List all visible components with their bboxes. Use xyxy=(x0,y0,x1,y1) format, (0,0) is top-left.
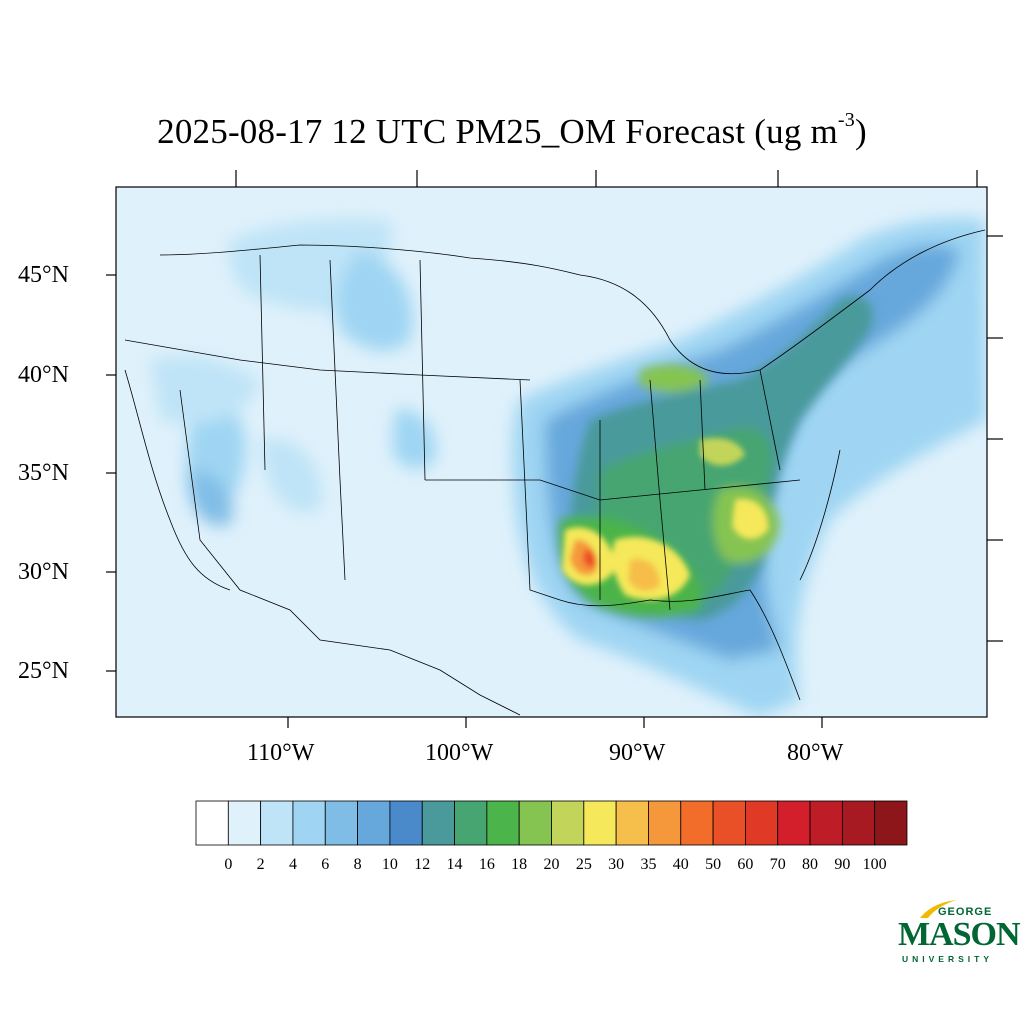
colorbar-label: 30 xyxy=(608,856,625,873)
lat-label-40: 40°N xyxy=(18,362,69,388)
colorbar-label: 60 xyxy=(737,856,754,873)
colorbar-label: 6 xyxy=(321,856,330,873)
low-concentration-areas xyxy=(150,218,436,526)
colorbar-label: 16 xyxy=(478,856,495,873)
colorbar-label: 0 xyxy=(224,856,233,873)
logo-mason: MASON xyxy=(898,916,1021,953)
colorbar-label: 90 xyxy=(834,856,851,873)
lat-label-35: 35°N xyxy=(18,460,69,486)
colorbar-label: 12 xyxy=(414,856,431,873)
logo-university: UNIVERSITY xyxy=(902,954,994,964)
title-main: 2025-08-17 12 UTC PM25_OM Forecast (ug m xyxy=(157,112,838,151)
concentration-field xyxy=(150,218,987,717)
colorbar-label: 100 xyxy=(862,856,887,873)
lon-label-90: 90°W xyxy=(609,740,666,766)
high-concentration-areas xyxy=(562,438,769,600)
axis-ticks xyxy=(106,170,1003,728)
colorbar-label: 80 xyxy=(802,856,819,873)
colorbar-label: 40 xyxy=(672,856,689,873)
colorbar-label: 2 xyxy=(256,856,265,873)
lat-label-30: 30°N xyxy=(18,559,69,585)
colorbar-label: 4 xyxy=(288,856,297,873)
lon-label-80: 80°W xyxy=(787,740,844,766)
colorbar-label: 25 xyxy=(575,856,592,873)
colorbar-label: 18 xyxy=(511,856,528,873)
george-mason-logo: GEORGE MASON UNIVERSITY xyxy=(898,898,1021,968)
map-title: 2025-08-17 12 UTC PM25_OM Forecast (ug m… xyxy=(0,109,1024,152)
colorbar-label: 35 xyxy=(640,856,657,873)
title-close: ) xyxy=(854,112,867,151)
logo-george: GEORGE xyxy=(938,906,993,918)
boundary-lines xyxy=(124,229,986,716)
map-border xyxy=(115,186,988,718)
lon-label-100: 100°W xyxy=(425,740,494,766)
colorbar-label: 8 xyxy=(353,856,362,873)
logo-swoosh-icon xyxy=(920,900,956,918)
colorbar-label: 50 xyxy=(705,856,722,873)
colorbar-label: 70 xyxy=(769,856,786,873)
title-superscript: -3 xyxy=(837,109,855,132)
colorbar-label: 20 xyxy=(543,856,560,873)
colorbar-label: 14 xyxy=(446,856,463,873)
colorbar-label: 10 xyxy=(381,856,398,873)
lat-label-25: 25°N xyxy=(18,658,69,684)
lon-label-110: 110°W xyxy=(247,740,315,766)
lat-label-45: 45°N xyxy=(18,262,69,288)
